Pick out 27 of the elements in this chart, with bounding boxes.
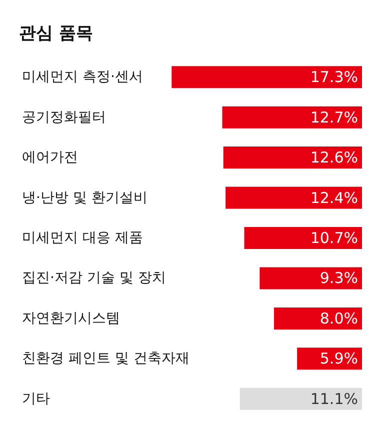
bar	[244, 227, 362, 249]
data-label: 12.6%	[310, 148, 358, 167]
data-label: 17.3%	[310, 68, 358, 86]
y-tick-label: 미세먼지 대응 제품	[22, 230, 143, 246]
y-tick-label: 친환경 페인트 및 건축자재	[22, 350, 190, 367]
y-tick-label: 에어가전	[22, 150, 78, 166]
y-tick-label: 냉·난방 및 환기설비	[22, 190, 148, 206]
data-label: 12.4%	[310, 188, 358, 207]
y-tick-label: 자연환기시스템	[22, 310, 120, 326]
data-label: 11.1%	[310, 390, 358, 408]
bar	[226, 186, 362, 209]
bar	[260, 267, 362, 290]
bar	[223, 146, 362, 169]
y-tick-label: 집진·저감 기술 및 장치	[22, 270, 166, 286]
y-tick-label: 미세먼지 측정·센서	[22, 69, 143, 86]
bar	[222, 106, 362, 128]
data-label: 9.3%	[320, 269, 358, 288]
bar	[274, 307, 362, 330]
data-label: 5.9%	[320, 350, 358, 368]
data-label: 8.0%	[320, 309, 358, 328]
data-label: 10.7%	[310, 229, 358, 247]
bar	[240, 388, 362, 410]
y-tick-label: 기타	[22, 390, 50, 407]
data-label: 12.7%	[310, 108, 358, 126]
chart-title: 관심 품목	[19, 24, 93, 44]
bar	[172, 66, 362, 88]
y-tick-label: 공기정화필터	[22, 109, 106, 126]
